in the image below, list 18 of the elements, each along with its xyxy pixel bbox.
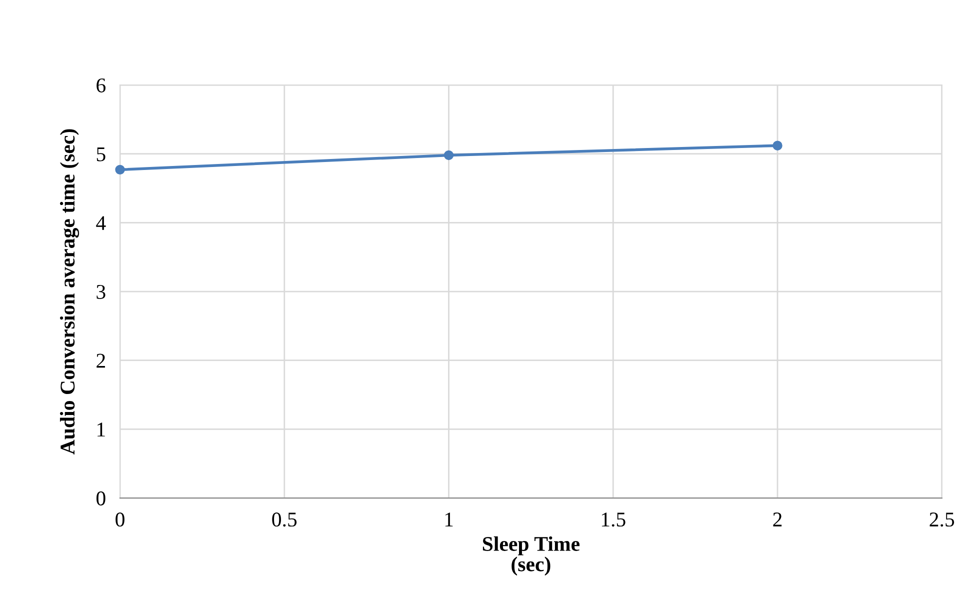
y-tick-label: 6	[96, 78, 106, 92]
x-tick-label: 1	[445, 512, 453, 526]
y-axis-title: Audio Conversion average time (sec)	[60, 129, 80, 454]
point	[444, 150, 454, 160]
y-tick-label: 4	[96, 216, 106, 230]
x-axis-title: Sleep Time (sec)	[482, 536, 580, 576]
y-tick-label: 2	[96, 354, 105, 368]
point	[772, 140, 782, 150]
y-tick-label: 1	[98, 422, 105, 436]
x-tick-label: 0.5	[272, 512, 297, 527]
x-tick-label: 0	[116, 512, 124, 527]
x-tick-label: 2.5	[930, 512, 954, 527]
y-tick-label: 5	[96, 147, 106, 162]
y-tick-label: 0	[96, 491, 106, 506]
x-tick-label: 1.5	[602, 512, 626, 527]
x-tick-label: 2	[773, 512, 782, 526]
y-tick-label: 3	[96, 284, 106, 299]
point	[115, 164, 125, 175]
